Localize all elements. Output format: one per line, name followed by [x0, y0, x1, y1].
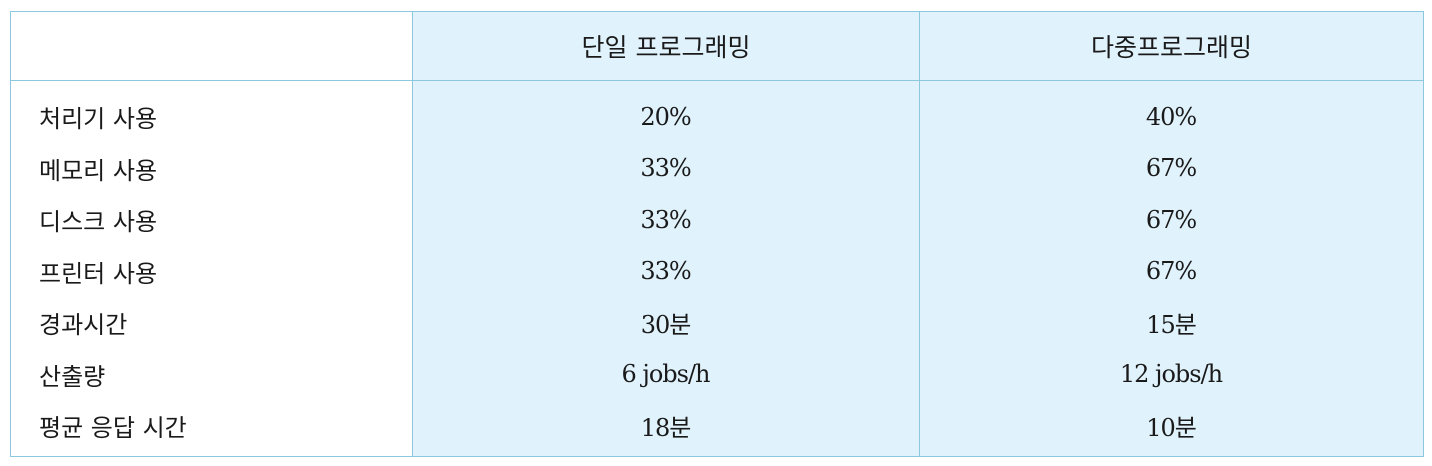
table-row: 프린터 사용 33% 67% [11, 246, 1423, 298]
row-label: 프린터 사용 [39, 259, 158, 288]
table-body: 처리기 사용 20% 40% 메모리 사용 33% 67% 디스크 사용 33%… [11, 81, 1423, 456]
row-label: 메모리 사용 [39, 156, 158, 185]
single-value: 6 jobs/h [621, 360, 710, 389]
table-row: 평균 응답 시간 18분 10분 [11, 400, 1423, 452]
multi-value: 67% [1145, 205, 1197, 234]
table-rows: 처리기 사용 20% 40% 메모리 사용 33% 67% 디스크 사용 33%… [11, 91, 1423, 452]
single-value: 20% [640, 102, 691, 131]
table-header-row: 단일 프로그래밍 다중프로그래밍 [11, 12, 1423, 81]
single-value: 30분 [640, 311, 692, 340]
row-label: 산출량 [39, 362, 106, 391]
row-label: 디스크 사용 [39, 208, 158, 237]
table-row: 처리기 사용 20% 40% [11, 91, 1423, 143]
comparison-table: 단일 프로그래밍 다중프로그래밍 처리기 사용 20% 40% 메모리 사용 3… [10, 11, 1424, 457]
header-multi-programming: 다중프로그래밍 [919, 12, 1423, 80]
multi-value: 67% [1145, 257, 1197, 286]
single-value: 33% [640, 154, 691, 183]
multi-value: 40% [1145, 102, 1197, 131]
table-row: 디스크 사용 33% 67% [11, 194, 1423, 246]
multi-value: 12 jobs/h [1119, 360, 1223, 389]
multi-value: 15분 [1146, 311, 1197, 340]
row-label: 처리기 사용 [39, 105, 158, 134]
row-label: 경과시간 [39, 311, 128, 340]
row-label: 평균 응답 시간 [39, 414, 187, 443]
table-row: 메모리 사용 33% 67% [11, 143, 1423, 195]
single-value: 33% [640, 257, 691, 286]
table-row: 산출량 6 jobs/h 12 jobs/h [11, 349, 1423, 401]
multi-value: 67% [1145, 154, 1197, 183]
header-single-programming: 단일 프로그래밍 [412, 12, 919, 80]
single-value: 33% [640, 205, 691, 234]
single-value: 18분 [640, 414, 692, 443]
multi-value: 10분 [1146, 414, 1197, 443]
header-empty-cell [11, 12, 412, 80]
label-column-bg [11, 81, 412, 456]
table-row: 경과시간 30분 15분 [11, 297, 1423, 349]
multi-column-bg [919, 81, 1423, 456]
single-column-bg [412, 81, 919, 456]
